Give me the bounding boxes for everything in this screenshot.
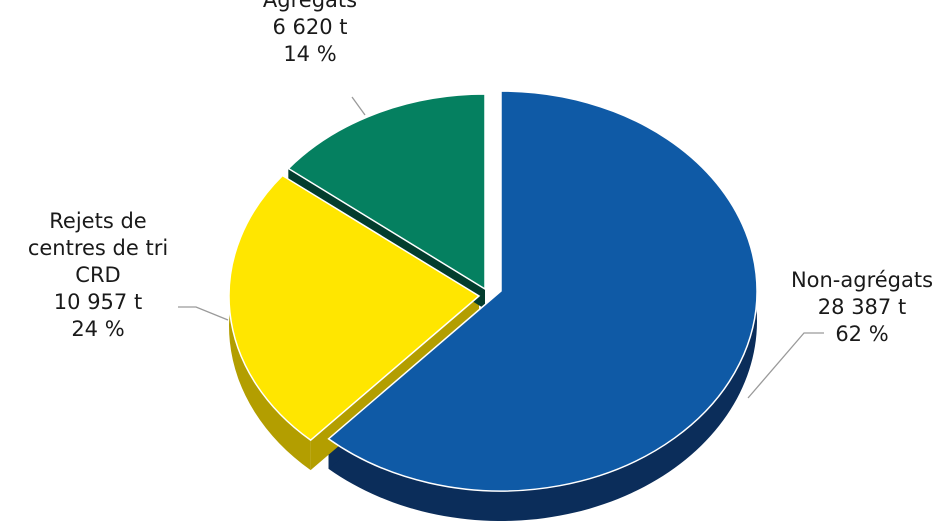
slice-label-agr-gats: Agrégats 6 620 t 14 % [263,0,357,66]
slice-rejets-de-centres-de-tri-crd [228,174,481,442]
slice-label-non-agr-gats: Non-agrégats 28 387 t 62 % [791,268,933,346]
leader-lines [178,96,824,399]
leader-line-agr-gats [351,96,366,116]
slice-agr-gats [287,93,486,291]
slice-labels: Non-agrégats 28 387 t 62 % Rejets de centres… [28,0,933,346]
slice-side-rejets-de-centres-de-tri-crd [228,175,311,471]
slice-side-non-agr-gats [328,91,757,521]
pie-slices [228,90,758,492]
slice-label-rejets-de-centres-de-tri-crd: Rejets de centres de tri CRD 10 957 t 24 % [28,209,168,341]
slice-non-agr-gats [327,90,758,492]
leader-line-non-agr-gats [747,332,824,399]
leader-line-rejets-de-centres-de-tri-crd [178,306,229,321]
